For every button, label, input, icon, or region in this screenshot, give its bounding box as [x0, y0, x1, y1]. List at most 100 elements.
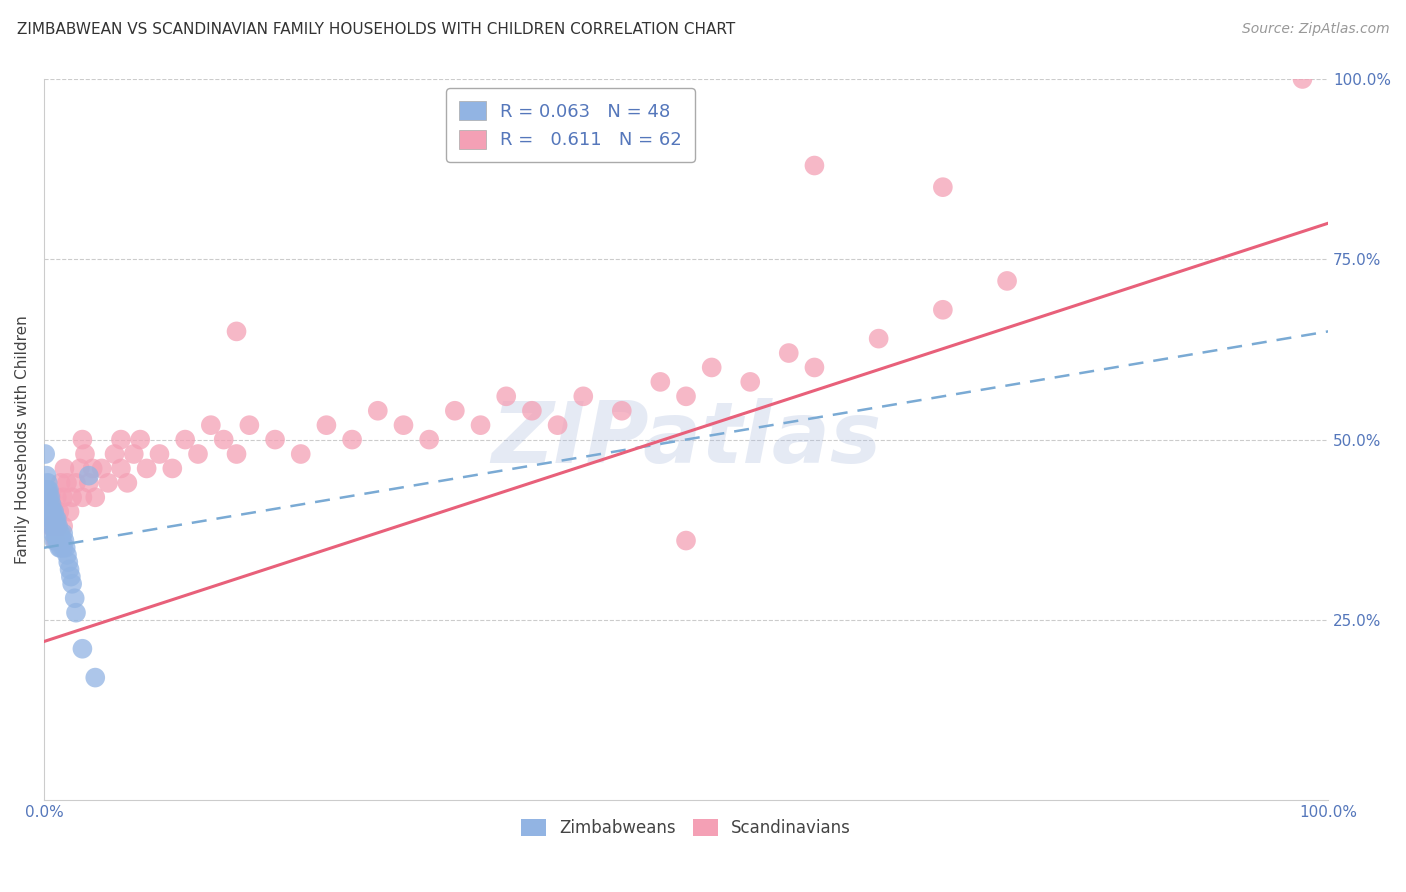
Point [45, 533, 67, 548]
Point [39, 512, 62, 526]
Point [41, 498, 63, 512]
Point [675, 389, 697, 403]
Point [42, 505, 65, 519]
Point [995, 274, 1018, 288]
Point [495, 389, 517, 403]
Point [37, 483, 59, 497]
Point [45, 490, 67, 504]
Point [37, 498, 59, 512]
Legend: Zimbabweans, Scandinavians: Zimbabweans, Scandinavians [515, 813, 858, 844]
Point [72, 490, 94, 504]
Point [803, 159, 825, 173]
Point [103, 447, 125, 461]
Point [174, 433, 197, 447]
Point [52, 519, 75, 533]
Point [45, 512, 67, 526]
Point [572, 389, 595, 403]
Point [44, 505, 66, 519]
Point [65, 606, 87, 620]
Point [418, 433, 440, 447]
Point [53, 461, 76, 475]
Point [77, 475, 100, 490]
Point [778, 346, 800, 360]
Point [60, 577, 83, 591]
Point [39, 490, 62, 504]
Point [392, 418, 415, 433]
Point [60, 490, 83, 504]
Point [315, 418, 337, 433]
Point [520, 403, 543, 417]
Point [44, 519, 66, 533]
Point [39, 498, 62, 512]
Point [51, 533, 73, 548]
Point [110, 461, 132, 475]
Point [84, 671, 107, 685]
Point [38, 483, 60, 497]
Text: ZIPatlas: ZIPatlas [491, 398, 882, 481]
Point [675, 533, 697, 548]
Point [610, 403, 633, 417]
Point [41, 519, 63, 533]
Point [63, 591, 86, 606]
Point [49, 475, 72, 490]
Point [46, 533, 69, 548]
Point [72, 433, 94, 447]
Point [264, 433, 287, 447]
Text: ZIMBABWEAN VS SCANDINAVIAN FAMILY HOUSEHOLDS WITH CHILDREN CORRELATION CHART: ZIMBABWEAN VS SCANDINAVIAN FAMILY HOUSEH… [17, 22, 735, 37]
Point [48, 541, 70, 555]
Point [52, 490, 75, 504]
Point [55, 541, 77, 555]
Point [46, 519, 69, 533]
Point [48, 505, 70, 519]
Point [37, 475, 59, 490]
Point [73, 447, 96, 461]
Point [38, 505, 60, 519]
Point [110, 433, 132, 447]
Point [58, 562, 80, 576]
Point [52, 541, 75, 555]
Point [46, 519, 69, 533]
Point [225, 325, 247, 339]
Point [44, 533, 66, 548]
Point [35, 483, 58, 497]
Point [41, 505, 63, 519]
Point [59, 569, 82, 583]
Point [44, 512, 66, 526]
Text: Source: ZipAtlas.com: Source: ZipAtlas.com [1241, 22, 1389, 37]
Point [932, 180, 955, 194]
Point [803, 360, 825, 375]
Point [56, 548, 79, 562]
Point [162, 461, 184, 475]
Point [53, 533, 76, 548]
Point [38, 490, 60, 504]
Point [470, 418, 492, 433]
Point [148, 447, 170, 461]
Point [77, 468, 100, 483]
Point [444, 403, 467, 417]
Point [932, 302, 955, 317]
Point [48, 526, 70, 541]
Point [44, 505, 66, 519]
Point [238, 418, 260, 433]
Point [42, 526, 65, 541]
Point [212, 433, 235, 447]
Point [44, 533, 66, 548]
Point [58, 505, 80, 519]
Point [868, 332, 890, 346]
Point [82, 461, 104, 475]
Point [135, 461, 157, 475]
Point [49, 526, 72, 541]
Point [84, 490, 107, 504]
Point [52, 526, 75, 541]
Point [225, 447, 247, 461]
Point [34, 447, 56, 461]
Point [650, 375, 672, 389]
Point [65, 475, 87, 490]
Point [97, 475, 120, 490]
Point [41, 490, 63, 504]
Point [129, 433, 152, 447]
Point [1291, 72, 1313, 87]
Point [44, 526, 66, 541]
Y-axis label: Family Households with Children: Family Households with Children [15, 315, 30, 564]
Point [35, 468, 58, 483]
